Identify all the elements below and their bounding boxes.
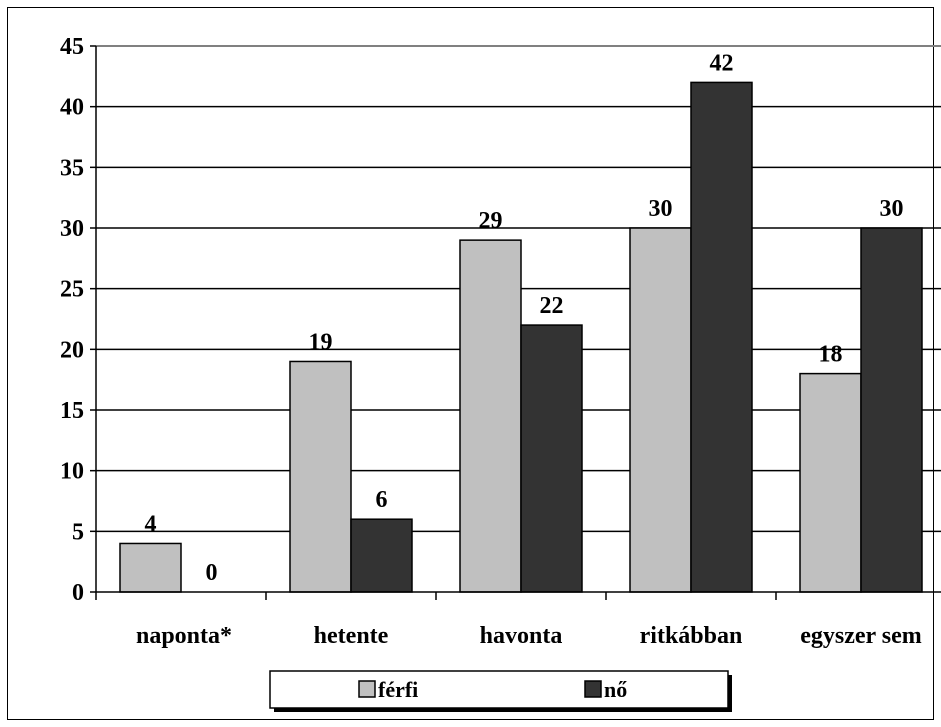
data-label: 30 [649,196,673,222]
legend: férfi nő [269,670,732,712]
legend-swatch [358,680,376,698]
x-tick-label: hetente [314,623,389,649]
y-tick-label: 15 [60,398,84,424]
y-tick-label: 45 [60,34,84,60]
bars [119,81,923,593]
data-label: 0 [206,560,218,586]
data-label: 4 [145,511,157,537]
x-tick-label: naponta* [136,623,232,649]
bar [690,81,753,593]
x-tick-label: ritkábban [640,623,743,649]
bar [459,239,522,593]
y-tick-label: 30 [60,216,84,242]
x-tick-label: egyszer sem [800,623,922,649]
data-label: 42 [710,50,734,76]
y-tick-label: 40 [60,95,84,121]
y-tick-label: 10 [60,459,84,485]
y-tick-label: 0 [72,580,84,606]
bar [350,518,413,593]
bar [629,227,692,593]
y-tick-label: 25 [60,277,84,303]
bar [520,324,583,593]
data-label: 30 [880,196,904,222]
y-tick-label: 35 [60,155,84,181]
bar [119,542,182,593]
data-label: 19 [309,329,333,355]
bar [860,227,923,593]
data-label: 6 [376,487,388,513]
bar [799,372,862,593]
data-label: 18 [819,342,843,368]
legend-label: nő [604,677,627,702]
x-tick-label: havonta [480,623,563,649]
legend-label: férfi [378,677,418,702]
y-tick-label: 20 [60,337,84,363]
legend-swatch [584,680,602,698]
data-labels: 4 0 19 6 29 22 30 42 18 30 [145,50,904,586]
data-label: 22 [540,293,564,319]
y-tick-label: 5 [72,519,84,545]
data-label: 29 [479,208,503,234]
bar [289,360,352,593]
legend-box [269,670,729,709]
